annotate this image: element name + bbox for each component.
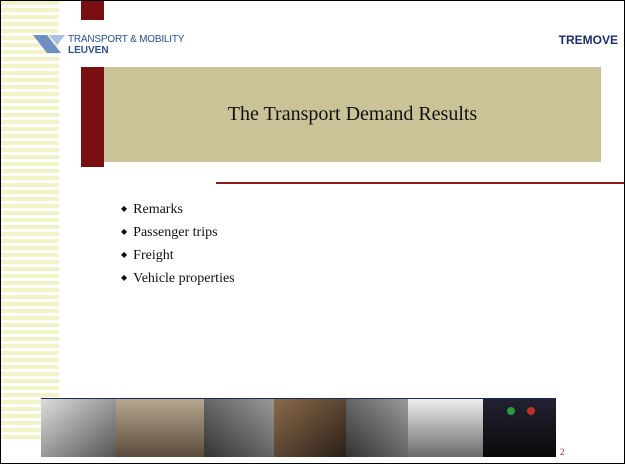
slide-title: The Transport Demand Results — [227, 103, 478, 125]
page-number: 2 — [560, 447, 565, 457]
logo-text: TRANSPORT & MOBILITY — [68, 34, 185, 45]
photo-detail — [507, 407, 515, 415]
photo — [408, 399, 483, 457]
bullet-item: Remarks — [121, 197, 235, 220]
bullet-item: Freight — [121, 243, 235, 266]
bullet-list: RemarksPassenger tripsFreightVehicle pro… — [121, 197, 235, 289]
stripe-band — [1, 1, 59, 441]
photo-detail — [527, 407, 535, 415]
photo — [41, 399, 116, 457]
logo-text: LEUVEN — [68, 45, 109, 56]
title-box — [81, 67, 601, 162]
logo-icon — [33, 35, 65, 53]
photo — [483, 399, 556, 457]
brand: TREMOVE — [558, 33, 618, 47]
bullet-item: Passenger trips — [121, 220, 235, 243]
bullet-item: Vehicle properties — [121, 266, 234, 289]
photo-strip — [41, 399, 556, 457]
photo — [346, 399, 408, 457]
photo — [274, 399, 346, 457]
accent-bar — [81, 67, 104, 167]
photo — [204, 399, 274, 457]
title-rule — [216, 182, 624, 184]
accent-block — [81, 1, 104, 20]
logo-shape — [49, 35, 65, 45]
photo — [116, 399, 204, 457]
logo-shape — [33, 35, 61, 53]
